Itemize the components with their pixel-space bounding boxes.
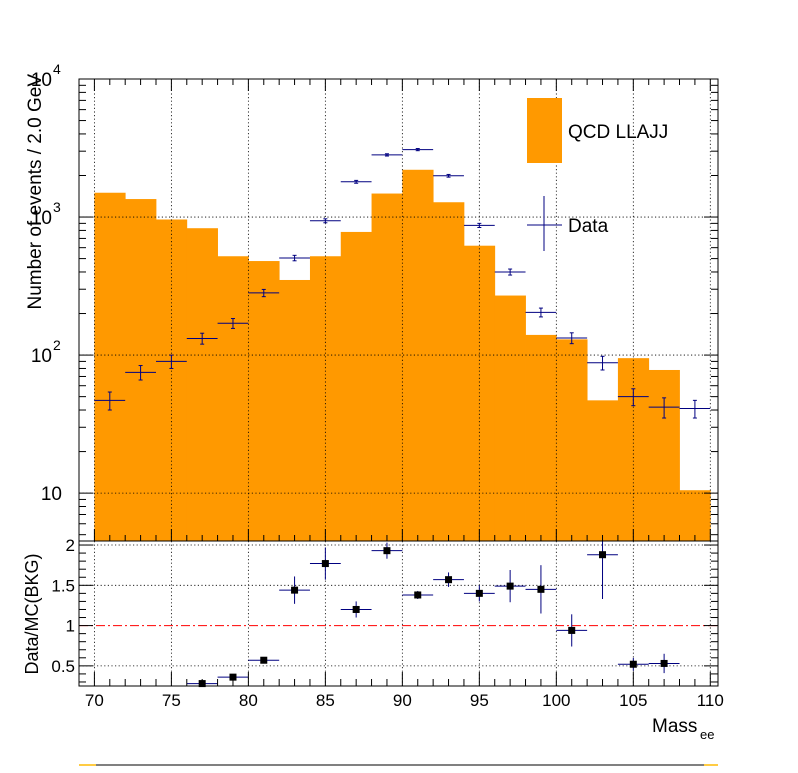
x-tick-label: 70: [85, 691, 104, 710]
data-point: [125, 365, 156, 381]
data-point: [433, 173, 464, 178]
ratio-marker: [260, 656, 268, 664]
ratio-marker: [537, 585, 545, 593]
ratio-marker: [229, 673, 237, 681]
data-point: [340, 179, 372, 184]
data-point: [279, 254, 310, 262]
data-point: [463, 222, 495, 228]
data-point: [679, 399, 711, 419]
main-y-axis-title: Number of events / 2.0 GeV: [25, 74, 46, 310]
legend-label-qcd: QCD LLAJJ: [568, 122, 668, 143]
data-point: [587, 355, 618, 371]
ratio-point: [617, 657, 649, 671]
x-tick-label: 105: [619, 691, 647, 710]
main-y-tick-label: 10: [31, 208, 52, 229]
ratio-marker: [383, 547, 391, 555]
x-axis-title-subscript: ee: [700, 727, 714, 742]
ratio-plot-frame: [78, 540, 719, 687]
histogram-bar: [340, 231, 372, 541]
ratio-marker: [291, 586, 299, 594]
x-axis-title: Mass: [652, 716, 697, 737]
ratio-y-tick-label: 1.5: [51, 576, 75, 595]
ratio-point: [402, 590, 434, 599]
ratio-point: [309, 547, 341, 580]
data-point: [402, 148, 434, 152]
histogram-bar: [248, 261, 280, 541]
histogram-bar: [155, 219, 188, 541]
ratio-marker: [506, 582, 514, 590]
x-tick-label: 95: [470, 691, 489, 710]
data-point: [617, 388, 649, 407]
histogram-bar: [94, 192, 126, 542]
x-tick-label: 110: [697, 691, 724, 710]
data-point: [525, 307, 557, 318]
ratio-marker: [629, 660, 637, 668]
data-point: [494, 268, 526, 276]
ratio-y-tick-label: 0.5: [51, 657, 75, 676]
ratio-marker: [568, 626, 576, 634]
data-point: [248, 288, 280, 298]
ratio-point: [248, 656, 280, 664]
data-point: [648, 397, 680, 419]
histogram-bar: [556, 339, 588, 541]
main-y-tick-label: 10: [31, 346, 52, 367]
ratio-point: [556, 614, 588, 647]
data-point: [371, 153, 403, 157]
ratio-marker: [599, 551, 607, 559]
ratio-point: [648, 653, 680, 674]
main-y-tick-label-base: 10: [31, 346, 52, 367]
ratio-y-tick-label: 1: [66, 617, 75, 636]
histogram-bar: [587, 400, 619, 541]
ratio-point: [587, 541, 618, 599]
ratio-point: [433, 572, 464, 587]
ratio-marker: [660, 659, 668, 667]
legend: QCD LLAJJ Data: [527, 98, 668, 251]
ratio-point: [340, 601, 372, 618]
legend-label-data: Data: [568, 216, 609, 237]
main-y-tick-label-base: 10: [31, 208, 52, 229]
histogram-bar: [217, 256, 249, 541]
ratio-marker: [352, 605, 360, 613]
histogram-bar: [648, 369, 680, 541]
ratio-marker: [445, 576, 453, 584]
histogram-bar: [679, 490, 711, 541]
histogram-bar: [186, 228, 218, 542]
histogram-bar: [494, 295, 526, 541]
histogram-bar: [433, 202, 465, 541]
data-point: [556, 332, 588, 345]
main-y-tick-label: 10: [41, 484, 62, 505]
main-y-tick-label-base: 10: [31, 70, 52, 91]
ratio-point: [217, 673, 249, 681]
data-point: [155, 354, 187, 369]
ratio-point: [463, 585, 495, 602]
ratio-marker: [475, 589, 483, 597]
ratio-point: [279, 576, 310, 604]
histogram-bar: [371, 193, 403, 541]
main-y-tick-label-exponent: 4: [53, 61, 61, 77]
x-tick-label: 90: [393, 691, 412, 710]
ratio-marker: [321, 560, 329, 568]
main-y-tick-label-exponent: 2: [53, 337, 61, 353]
ratio-marker: [414, 591, 422, 599]
x-tick-label: 85: [316, 691, 335, 710]
x-tick-label: 80: [239, 691, 258, 710]
legend-swatch-qcd: [527, 98, 562, 163]
data-point: [186, 332, 218, 345]
histogram-bar: [279, 279, 311, 541]
x-tick-label: 75: [162, 691, 181, 710]
main-y-tick-label-exponent: 3: [53, 199, 61, 215]
ratio-y-axis-title: Data/MC(BKG): [22, 553, 42, 674]
data-point: [309, 218, 341, 224]
main-y-tick-label: 10: [31, 70, 52, 91]
ratio-point: [525, 565, 557, 614]
data-point: [94, 391, 126, 411]
x-tick-label: 100: [542, 691, 570, 710]
ratio-y-tick-label: 2: [66, 536, 75, 555]
histogram-bar: [525, 334, 557, 541]
ratio-point: [494, 570, 526, 603]
data-point: [217, 318, 249, 329]
ratio-point: [371, 542, 403, 559]
